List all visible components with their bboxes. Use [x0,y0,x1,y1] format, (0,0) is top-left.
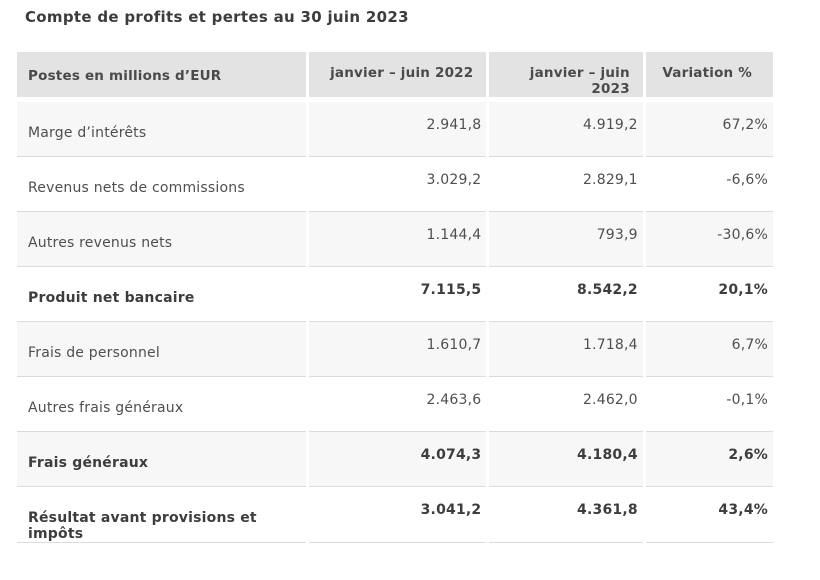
variation-value: 6,7% [645,322,773,377]
value-2023: 793,9 [489,212,643,267]
variation-value: -6,6% [645,157,773,212]
row-label: Revenus nets de commissions [17,157,306,212]
value-2022: 7.115,5 [308,267,487,322]
variation-value: 2,6% [645,432,773,487]
table-body: Marge d’intérêts 2.941,8 4.919,2 67,2% R… [17,102,773,543]
table-row: Revenus nets de commissions 3.029,2 2.82… [17,157,773,212]
variation-value: -30,6% [645,212,773,267]
variation-value: 67,2% [645,102,773,157]
variation-value: 43,4% [645,487,773,543]
value-2023: 2.829,1 [489,157,643,212]
value-2022: 2.463,6 [308,377,487,432]
column-header-postes: Postes en millions d’EUR [17,52,306,102]
column-header-2023: janvier – juin 2023 [489,52,643,102]
value-2022: 4.074,3 [308,432,487,487]
value-2022: 2.941,8 [308,102,487,157]
value-2023: 2.462,0 [489,377,643,432]
table-row: Autres frais généraux 2.463,6 2.462,0 -0… [17,377,773,432]
table-row-subtotal: Produit net bancaire 7.115,5 8.542,2 20,… [17,267,773,322]
table-header: Postes en millions d’EUR janvier – juin … [17,52,773,102]
value-2022: 1.144,4 [308,212,487,267]
table-row: Frais de personnel 1.610,7 1.718,4 6,7% [17,322,773,377]
profit-loss-table: Postes en millions d’EUR janvier – juin … [14,52,776,543]
value-2023: 8.542,2 [489,267,643,322]
value-2023: 1.718,4 [489,322,643,377]
table-row-subtotal: Frais généraux 4.074,3 4.180,4 2,6% [17,432,773,487]
column-header-variation: Variation % [645,52,773,102]
row-label: Résultat avant provisions et impôts [17,487,306,543]
table-row: Autres revenus nets 1.144,4 793,9 -30,6% [17,212,773,267]
table-row-total: Résultat avant provisions et impôts 3.04… [17,487,773,543]
value-2023: 4.180,4 [489,432,643,487]
value-2022: 3.029,2 [308,157,487,212]
row-label: Autres frais généraux [17,377,306,432]
row-label: Frais généraux [17,432,306,487]
variation-value: -0,1% [645,377,773,432]
value-2022: 1.610,7 [308,322,487,377]
value-2022: 3.041,2 [308,487,487,543]
value-2023: 4.361,8 [489,487,643,543]
row-label: Marge d’intérêts [17,102,306,157]
page-title: Compte de profits et pertes au 30 juin 2… [25,8,409,26]
column-header-2022: janvier – juin 2022 [308,52,487,102]
value-2023: 4.919,2 [489,102,643,157]
header-row: Postes en millions d’EUR janvier – juin … [17,52,773,102]
table-row: Marge d’intérêts 2.941,8 4.919,2 67,2% [17,102,773,157]
row-label: Produit net bancaire [17,267,306,322]
row-label: Frais de personnel [17,322,306,377]
variation-value: 20,1% [645,267,773,322]
row-label: Autres revenus nets [17,212,306,267]
